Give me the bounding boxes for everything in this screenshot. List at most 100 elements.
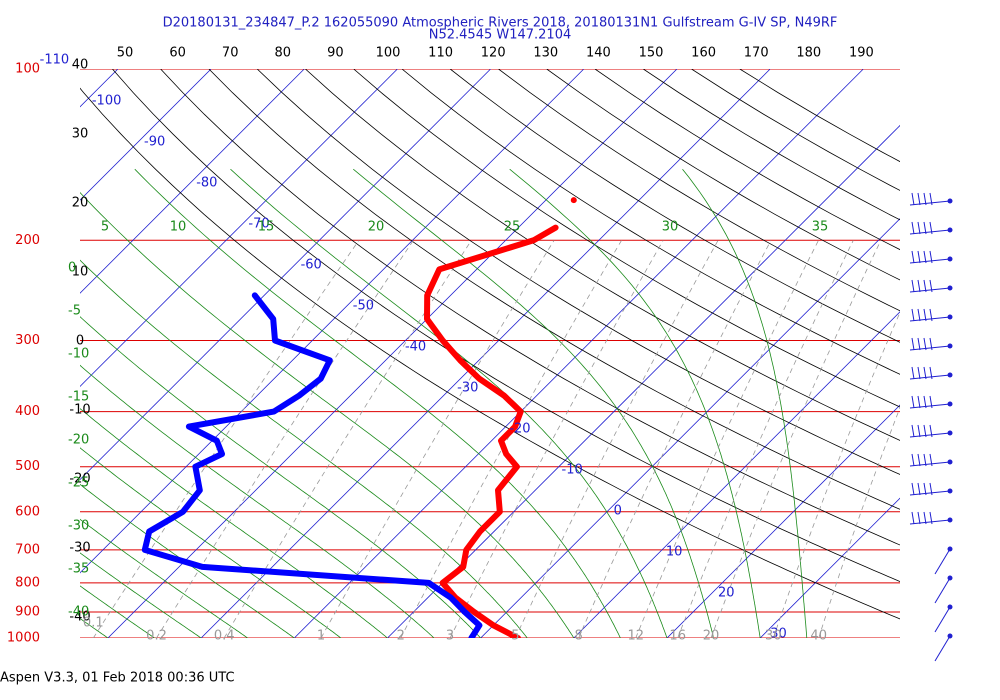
moist-adiabat	[80, 364, 435, 638]
moist-adiabat	[80, 518, 248, 638]
isotherm-label: -80	[196, 176, 217, 191]
barb-flag	[911, 366, 915, 380]
moist-adiabat	[80, 585, 155, 638]
moist-adiabat-label: -20	[68, 433, 89, 448]
mixing-ratio-label: 12	[627, 629, 644, 644]
barb-flag	[923, 250, 927, 264]
left-label: -40	[69, 610, 90, 625]
isotherm-label: -70	[248, 217, 269, 232]
isotherm-label: 30	[770, 627, 787, 642]
moist-adiabat	[353, 168, 714, 638]
dry-adiabat-label: 80	[275, 46, 292, 61]
pressure-label: 100	[15, 62, 40, 77]
barb-dot	[947, 256, 953, 262]
barb-flag	[911, 482, 915, 496]
barb-staff	[909, 258, 951, 264]
isotherm	[759, 497, 900, 638]
barb-flag	[911, 511, 915, 525]
barb-flag	[929, 453, 933, 467]
moist-adiabat	[80, 192, 575, 638]
mixing-ratio-line	[449, 240, 664, 638]
moist-adiabat	[80, 483, 295, 638]
dry-adiabat-label: 120	[481, 46, 506, 61]
barb-flag	[911, 221, 915, 235]
barb-flag	[923, 366, 927, 380]
mixing-ratio-line	[156, 240, 414, 638]
mixing-ratio-label: 30	[765, 629, 782, 644]
barb-dot	[947, 604, 953, 610]
pressure-label: 600	[15, 504, 40, 519]
pressure-label: 300	[15, 333, 40, 348]
isotherm-label: -60	[301, 258, 322, 273]
wind-barbs	[909, 192, 953, 662]
dry-adiabat-label: 130	[533, 46, 558, 61]
isotherm-label: -10	[562, 463, 583, 478]
barb-flag	[929, 366, 933, 380]
barb-flag	[929, 482, 933, 496]
mixing-ratio-label: 3	[446, 629, 454, 644]
moist-adiabat-label: 0	[68, 261, 76, 276]
barb-flag	[911, 250, 915, 264]
mixing-ratio-label: 0.1	[83, 616, 104, 631]
profile-line	[141, 292, 483, 638]
barb-dot	[947, 285, 953, 291]
barb-flag	[929, 250, 933, 264]
dry-adiabat-label: 190	[849, 46, 874, 61]
profile-point	[570, 197, 577, 204]
dry-adiabat-label: 90	[327, 46, 344, 61]
barb-flag	[929, 308, 933, 322]
mixing-ratio-line	[635, 240, 819, 638]
mixing-ratio-label: 2	[397, 629, 405, 644]
dry-adiabat	[256, 69, 900, 475]
barb-flag	[911, 192, 915, 206]
left-label: -10	[69, 403, 90, 418]
isotherm-label: -50	[353, 299, 374, 314]
mixing-ratio-label: 40	[810, 629, 827, 644]
barb-flag	[929, 279, 933, 293]
dry-adiabat-label: 150	[639, 46, 664, 61]
mixing-ratio-label: 20	[703, 629, 720, 644]
barb-flag	[923, 395, 927, 409]
dry-adiabat	[498, 69, 900, 312]
barb-staff	[934, 548, 951, 575]
moist-adiabat-label: 10	[170, 220, 187, 235]
barb-dot	[947, 314, 953, 320]
dry-adiabat-label: 100	[376, 46, 401, 61]
barb-dot	[947, 401, 953, 407]
moist-adiabat	[80, 447, 342, 638]
moist-adiabat	[230, 168, 668, 638]
mixing-ratio-line	[818, 406, 900, 638]
isotherm	[80, 69, 585, 574]
mixing-ratio-line	[578, 240, 772, 638]
isotherm-label: -110	[40, 53, 70, 68]
mixing-ratio-line	[320, 240, 555, 638]
isotherm	[666, 404, 900, 638]
mixing-ratio-line	[772, 311, 900, 638]
barb-staff	[934, 577, 951, 604]
isotherm	[80, 69, 212, 201]
isotherm-label: -20	[509, 422, 530, 437]
mixing-ratio-label: 5	[511, 629, 519, 644]
barb-staff	[934, 606, 951, 633]
barb-dot	[947, 459, 953, 465]
barb-flag	[923, 453, 927, 467]
barb-dot	[947, 227, 953, 233]
moist-adiabat-label: 35	[812, 220, 829, 235]
moist-adiabat-label: -5	[68, 304, 81, 319]
barb-staff	[909, 229, 951, 235]
barb-dot	[947, 633, 953, 639]
moist-adiabat-label: 30	[662, 220, 679, 235]
barb-dot	[947, 430, 953, 436]
chart-subtitle: N52.4545 W147.2104	[429, 28, 572, 43]
dry-adiabat-label: 140	[586, 46, 611, 61]
dry-adiabat-label: 170	[744, 46, 769, 61]
barb-staff	[909, 403, 951, 409]
footer: Aspen V3.3, 01 Feb 2018 00:36 UTC	[0, 671, 235, 686]
barb-flag	[911, 279, 915, 293]
barb-dot	[947, 546, 953, 552]
barb-flag	[923, 424, 927, 438]
moist-adiabat	[80, 316, 481, 638]
dry-adiabat	[80, 87, 900, 620]
dry-adiabat	[449, 69, 900, 343]
